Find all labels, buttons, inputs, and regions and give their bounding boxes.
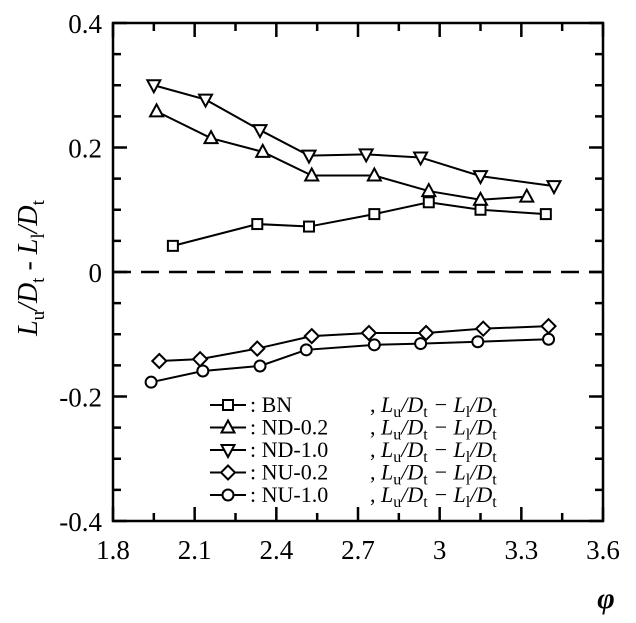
data-point xyxy=(148,102,165,118)
data-point xyxy=(248,340,266,357)
data-point xyxy=(299,343,313,357)
series-line xyxy=(159,325,549,363)
data-point xyxy=(422,196,435,209)
data-point xyxy=(414,337,428,351)
legend-entry: : BN , Lu/Dt − Ll/Dt xyxy=(210,392,497,421)
x-tick-label: 3.3 xyxy=(504,535,538,565)
y-label-subscript: t xyxy=(28,199,49,205)
plot-frame xyxy=(111,21,605,523)
data-point xyxy=(518,187,535,203)
data-point xyxy=(360,324,378,342)
y-tick-label: -0.2 xyxy=(59,383,102,413)
series-nu-1-0 xyxy=(144,332,556,389)
data-point xyxy=(196,364,210,378)
series-line xyxy=(153,84,555,188)
series-bn xyxy=(166,196,552,252)
x-tick-label: 3 xyxy=(433,535,447,565)
data-point xyxy=(472,190,489,206)
legend-marker xyxy=(219,418,237,434)
data-point xyxy=(303,220,315,233)
legend-entry: : ND-1.0 , Lu/Dt − Ll/Dt xyxy=(210,437,497,466)
legend-expression: , Lu/Dt − Ll/Dt xyxy=(370,482,497,511)
legend-marker xyxy=(221,488,235,502)
data-point xyxy=(300,149,318,165)
data-point xyxy=(366,166,383,182)
legend-entry: : ND-0.2 , Lu/Dt − Ll/Dt xyxy=(210,415,497,444)
data-point xyxy=(144,375,158,389)
data-point xyxy=(166,239,179,252)
legend-label: : ND-0.2 xyxy=(250,415,328,440)
legend-label: : ND-1.0 xyxy=(250,437,328,462)
y-label-subscript: u xyxy=(28,310,49,320)
y-tick-label: 0 xyxy=(89,258,103,288)
data-point xyxy=(368,208,381,221)
data-point xyxy=(254,142,271,158)
y-label-subscript: l xyxy=(28,233,49,238)
x-tick-label: 3.6 xyxy=(586,535,620,565)
series-nu-0-2 xyxy=(150,317,557,370)
data-point xyxy=(253,359,267,373)
data-point xyxy=(303,327,321,345)
legend: : BN , Lu/Dt − Ll/Dt : ND-0.2 , Lu/Dt − Ll/… xyxy=(210,392,497,511)
legend-expression: , Lu/Dt − Ll/Dt xyxy=(370,392,497,421)
y-label-part: /D xyxy=(13,283,44,313)
y-tick-label: -0.4 xyxy=(59,507,102,537)
legend-expression: , Lu/Dt − Ll/Dt xyxy=(370,460,497,489)
legend-label: : NU-1.0 xyxy=(250,482,328,507)
x-tick-label: 2.1 xyxy=(178,535,212,565)
legend-marker xyxy=(219,464,237,481)
x-tick-label: 2.7 xyxy=(341,535,375,565)
data-point xyxy=(417,324,435,342)
data-point xyxy=(145,79,163,95)
data-point xyxy=(472,170,489,186)
data-point xyxy=(357,148,375,164)
y-label-subscript: t xyxy=(28,277,49,283)
data-point xyxy=(197,93,214,109)
series-nd-1-0 xyxy=(145,79,563,196)
data-point xyxy=(367,338,381,352)
data-point xyxy=(542,332,556,346)
data-point xyxy=(539,208,552,221)
x-axis-label: φ xyxy=(597,582,615,615)
data-point xyxy=(191,350,209,368)
series-line xyxy=(156,110,527,201)
legend-marker xyxy=(219,444,237,460)
y-axis-label: Lu/Dt - Ll/Dt xyxy=(13,199,49,337)
series-line xyxy=(172,201,546,247)
legend-label: : BN xyxy=(250,392,292,417)
y-tick-label: 0.2 xyxy=(68,134,102,164)
data-point xyxy=(303,166,320,182)
data-point xyxy=(150,352,168,370)
data-point xyxy=(420,181,437,198)
y-label-part: L xyxy=(13,320,44,337)
legend-expression: , Lu/Dt − Ll/Dt xyxy=(370,437,497,466)
data-point xyxy=(474,203,487,216)
series-nd-0-2 xyxy=(148,102,535,206)
x-tick-label: 1.8 xyxy=(96,535,130,565)
data-point xyxy=(540,317,557,335)
data-point xyxy=(251,218,264,231)
data-point xyxy=(545,180,563,196)
legend-label: : NU-0.2 xyxy=(250,460,328,485)
y-tick-label: 0.4 xyxy=(68,9,102,39)
legend-expression: , Lu/Dt − Ll/Dt xyxy=(370,415,497,444)
data-point xyxy=(412,151,429,167)
data-point xyxy=(471,335,485,349)
data-point xyxy=(251,124,269,140)
data-point xyxy=(474,320,492,338)
legend-marker xyxy=(222,399,234,411)
x-tick-label: 2.4 xyxy=(259,535,293,565)
legend-entry: : NU-1.0 , Lu/Dt − Ll/Dt xyxy=(210,482,497,511)
y-label-part: /D xyxy=(13,205,44,235)
data-point xyxy=(202,129,220,145)
y-label-part: - L xyxy=(13,239,44,278)
legend-entry: : NU-0.2 , Lu/Dt − Ll/Dt xyxy=(210,460,497,489)
series-line xyxy=(150,338,549,384)
svg-text:Lu/Dt - Ll/Dt: Lu/Dt - Ll/Dt xyxy=(13,199,49,337)
